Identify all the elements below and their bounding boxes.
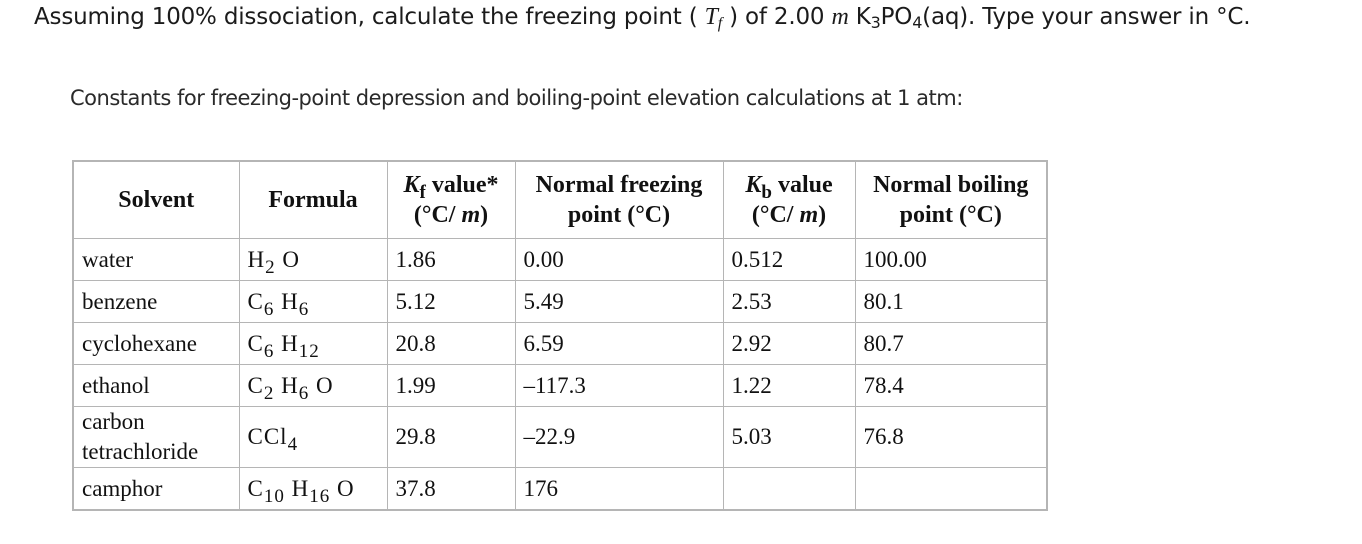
table-row: camphor C10 H16 O 37.8 176 xyxy=(72,467,1048,511)
header-kf: Kf value* (°C/ m) xyxy=(386,160,516,239)
cell-freezing-point: 6.59 xyxy=(514,322,724,365)
cell-boiling-point: 100.00 xyxy=(854,238,1048,281)
cell-kf: 5.12 xyxy=(386,280,516,323)
cell-kb: 5.03 xyxy=(722,406,856,468)
cell-kb: 2.53 xyxy=(722,280,856,323)
cell-solvent: water xyxy=(72,238,240,281)
question-text: Assuming 100% dissociation, calculate th… xyxy=(34,4,1251,32)
cell-solvent: carbon tetrachloride xyxy=(72,406,240,468)
question-part3: . Type your answer in °C. xyxy=(968,4,1251,30)
cell-kf: 1.86 xyxy=(386,238,516,281)
table-row: ethanol C2 H6 O 1.99 –117.3 1.22 78.4 xyxy=(72,364,1048,407)
cell-formula: CCl4 xyxy=(238,406,388,468)
cell-solvent: ethanol xyxy=(72,364,240,407)
constants-table: Solvent Formula Kf value* (°C/ m) Normal… xyxy=(72,160,1048,511)
cell-kf: 20.8 xyxy=(386,322,516,365)
compound-formula: K3PO4(aq) xyxy=(855,4,969,32)
header-solvent: Solvent xyxy=(72,160,240,239)
cell-freezing-point: 0.00 xyxy=(514,238,724,281)
header-normal-freezing-point: Normal freezing point (°C) xyxy=(514,160,724,239)
cell-boiling-point: 80.7 xyxy=(854,322,1048,365)
molal-unit: m xyxy=(831,4,849,30)
header-formula: Formula xyxy=(238,160,388,239)
cell-formula: C10 H16 O xyxy=(238,467,388,511)
table-row: benzene C6 H6 5.12 5.49 2.53 80.1 xyxy=(72,280,1048,323)
cell-solvent: cyclohexane xyxy=(72,322,240,365)
cell-kb: 2.92 xyxy=(722,322,856,365)
cell-boiling-point: 76.8 xyxy=(854,406,1048,468)
cell-kf: 29.8 xyxy=(386,406,516,468)
cell-freezing-point: 176 xyxy=(514,467,724,511)
cell-freezing-point: –117.3 xyxy=(514,364,724,407)
cell-kb xyxy=(722,467,856,511)
tf-symbol: Tf xyxy=(704,4,723,32)
cell-kb: 0.512 xyxy=(722,238,856,281)
cell-freezing-point: –22.9 xyxy=(514,406,724,468)
cell-formula: H2 O xyxy=(238,238,388,281)
cell-boiling-point xyxy=(854,467,1048,511)
cell-solvent: camphor xyxy=(72,467,240,511)
cell-boiling-point: 80.1 xyxy=(854,280,1048,323)
question-part2: ) of xyxy=(729,4,767,30)
header-normal-boiling-point: Normal boiling point (°C) xyxy=(854,160,1048,239)
cell-boiling-point: 78.4 xyxy=(854,364,1048,407)
table-row: water H2 O 1.86 0.00 0.512 100.00 xyxy=(72,238,1048,281)
cell-formula: C6 H6 xyxy=(238,280,388,323)
table-header-row: Solvent Formula Kf value* (°C/ m) Normal… xyxy=(72,160,1048,239)
cell-formula: C6 H12 xyxy=(238,322,388,365)
header-kb: Kb value (°C/ m) xyxy=(722,160,856,239)
table-row: carbon tetrachloride CCl4 29.8 –22.9 5.03… xyxy=(72,406,1048,468)
cell-solvent: benzene xyxy=(72,280,240,323)
cell-formula: C2 H6 O xyxy=(238,364,388,407)
question-part1: Assuming 100% dissociation, calculate th… xyxy=(34,4,698,30)
concentration-value: 2.00 xyxy=(773,4,825,30)
cell-kf: 37.8 xyxy=(386,467,516,511)
table-row: cyclohexane C6 H12 20.8 6.59 2.92 80.7 xyxy=(72,322,1048,365)
cell-kb: 1.22 xyxy=(722,364,856,407)
table-caption: Constants for freezing-point depression … xyxy=(70,86,963,110)
cell-kf: 1.99 xyxy=(386,364,516,407)
cell-freezing-point: 5.49 xyxy=(514,280,724,323)
